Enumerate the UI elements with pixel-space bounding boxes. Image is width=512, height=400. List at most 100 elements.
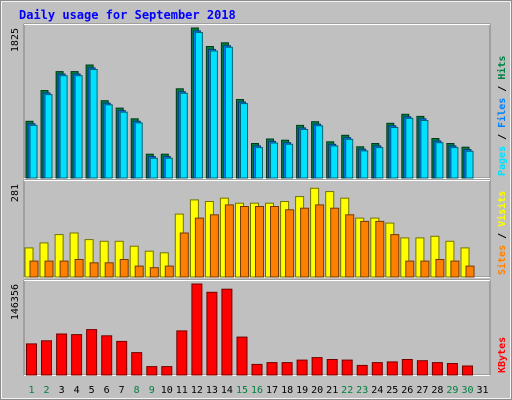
bar-sites-day-6 (104, 262, 114, 278)
bar-pages-day-10 (164, 157, 173, 179)
bar-pages-day-4 (74, 75, 83, 179)
bar-visits-day-8 (129, 245, 139, 278)
side-label-sites: Sites (496, 245, 508, 275)
bar-pages-day-3 (59, 75, 68, 179)
bar-pages-day-21 (330, 145, 339, 179)
bar-kbytes-day-13 (206, 291, 218, 376)
bar-sites-day-8 (134, 265, 144, 278)
side-label-separator: / (497, 227, 508, 245)
bar-pages-day-9 (149, 157, 158, 179)
bar-sites-day-17 (270, 206, 279, 278)
bar-pages-day-26 (405, 117, 414, 179)
bar-sites-day-30 (465, 265, 475, 278)
side-label-separator: / (497, 80, 508, 98)
x-tick-label-day-16: 16 (251, 385, 263, 396)
x-tick-label-day-31: 31 (476, 385, 488, 396)
side-label-separator: / (497, 128, 508, 146)
bar-pages-day-27 (420, 120, 429, 179)
bar-kbytes-day-4 (71, 334, 83, 376)
bar-sites-day-27 (420, 260, 430, 278)
bar-sites-day-9 (149, 267, 159, 278)
x-tick-label-day-12: 12 (191, 385, 203, 396)
side-label-kbytes: KBytes (497, 337, 508, 373)
x-tick-label-day-29: 29 (446, 385, 458, 396)
x-tick-label-day-22: 22 (341, 385, 353, 396)
bar-sites-day-29 (450, 260, 460, 278)
bar-kbytes-day-24 (371, 362, 383, 376)
bar-sites-day-21 (330, 207, 340, 278)
bar-pages-day-14 (224, 46, 233, 179)
bar-pages-day-25 (390, 127, 399, 179)
bar-pages-day-17 (270, 142, 278, 179)
x-tick-label-day-23: 23 (356, 385, 368, 396)
bar-visits-day-29 (445, 240, 455, 278)
bar-pages-day-5 (89, 69, 98, 179)
bar-sites-day-15 (240, 206, 249, 278)
bar-pages-day-28 (435, 142, 444, 179)
bar-sites-day-5 (89, 262, 99, 278)
bar-kbytes-day-17 (266, 362, 278, 376)
bar-kbytes-day-1 (26, 343, 37, 376)
chart-panels: 1825 Pages / Files / Hits 281 Sites / Visit… (10, 23, 508, 376)
bar-kbytes-day-25 (386, 361, 398, 376)
bar-sites-day-16 (255, 206, 264, 278)
bar-visits-day-30 (460, 247, 470, 278)
bar-sites-day-14 (224, 204, 234, 278)
bar-kbytes-day-6 (101, 335, 113, 376)
bar-sites-day-1 (29, 260, 39, 278)
bar-pages-day-24 (375, 147, 384, 179)
bar-kbytes-day-10 (161, 366, 173, 376)
bar-visits-day-2 (39, 242, 49, 278)
bar-kbytes-day-18 (281, 362, 293, 376)
bar-visits-day-27 (415, 237, 425, 278)
bar-kbytes-day-3 (56, 333, 68, 376)
x-tick-label-day-27: 27 (416, 385, 428, 396)
bar-sites-day-20 (315, 204, 325, 278)
bar-kbytes-day-2 (41, 340, 52, 376)
x-tick-label-day-17: 17 (266, 385, 278, 396)
x-tick-label-day-26: 26 (401, 385, 413, 396)
x-tick-label-day-14: 14 (221, 385, 233, 396)
bar-pages-day-11 (179, 92, 188, 179)
bar-visits-day-5 (84, 239, 94, 278)
x-tick-label-day-24: 24 (371, 385, 383, 396)
bar-pages-day-7 (119, 111, 128, 179)
bar-kbytes-day-19 (296, 359, 308, 376)
panel-pages-files-hits: 1825 Pages / Files / Hits (10, 23, 508, 179)
bar-visits-day-4 (69, 232, 79, 278)
bar-kbytes-day-16 (251, 363, 263, 376)
bar-sites-day-3 (59, 260, 69, 278)
panel-visits-sites: 281 Sites / Visits (10, 179, 508, 278)
bar-pages-day-2 (44, 94, 53, 179)
bar-kbytes-day-26 (401, 359, 413, 376)
bar-sites-day-2 (44, 260, 54, 278)
x-tick-label-day-10: 10 (161, 385, 173, 396)
x-tick-label-day-3: 3 (59, 385, 65, 396)
bar-pages-day-16 (255, 147, 263, 179)
bar-pages-day-19 (300, 129, 309, 179)
bar-sites-day-26 (405, 260, 415, 278)
bar-sites-day-10 (164, 265, 174, 278)
x-tick-label-day-18: 18 (281, 385, 293, 396)
side-label-hits: Hits (496, 56, 508, 80)
chart-title: Daily usage for September 2018 (19, 8, 236, 22)
bar-kbytes-day-11 (176, 330, 188, 376)
bar-pages-day-22 (345, 138, 354, 179)
bar-sites-day-19 (300, 207, 310, 278)
panel-side-label: Pages / Files / Hits (496, 56, 508, 176)
x-tick-label-day-6: 6 (104, 385, 110, 396)
bar-kbytes-day-15 (236, 336, 248, 376)
x-tick-label-day-19: 19 (296, 385, 308, 396)
side-label-files: Files (496, 98, 508, 128)
bar-kbytes-day-30 (462, 365, 473, 376)
x-tick-label-day-2: 2 (43, 385, 49, 396)
x-tick-label-day-5: 5 (89, 385, 95, 396)
x-tick-label-day-30: 30 (461, 385, 473, 396)
panel-kbytes: 146356 KBytes (10, 279, 508, 376)
bar-sites-day-13 (209, 214, 219, 278)
bar-kbytes-day-29 (446, 363, 458, 376)
bar-sites-day-25 (390, 234, 400, 278)
x-tick-label-day-1: 1 (28, 385, 34, 396)
